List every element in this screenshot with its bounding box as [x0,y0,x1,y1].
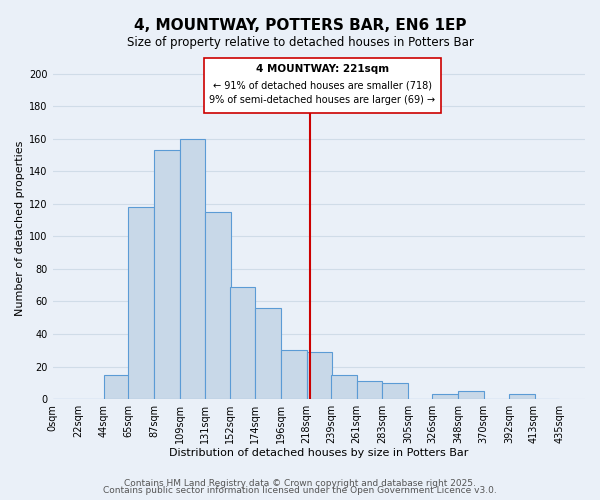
Bar [331,374,356,399]
Text: Size of property relative to detached houses in Potters Bar: Size of property relative to detached ho… [127,36,473,49]
Bar [179,139,205,399]
Bar [433,394,458,399]
Bar [307,352,332,399]
Bar [154,150,179,399]
FancyBboxPatch shape [204,58,440,113]
Text: 4, MOUNTWAY, POTTERS BAR, EN6 1EP: 4, MOUNTWAY, POTTERS BAR, EN6 1EP [134,18,466,32]
X-axis label: Distribution of detached houses by size in Potters Bar: Distribution of detached houses by size … [169,448,469,458]
Bar [458,391,484,399]
Bar [382,383,408,399]
Bar [255,308,281,399]
Bar [205,212,231,399]
Bar [128,207,154,399]
Bar [230,287,255,399]
Y-axis label: Number of detached properties: Number of detached properties [15,140,25,316]
Text: Contains HM Land Registry data © Crown copyright and database right 2025.: Contains HM Land Registry data © Crown c… [124,478,476,488]
Bar [356,381,382,399]
Text: Contains public sector information licensed under the Open Government Licence v3: Contains public sector information licen… [103,486,497,495]
Bar [104,374,130,399]
Bar [509,394,535,399]
Text: 9% of semi-detached houses are larger (69) →: 9% of semi-detached houses are larger (6… [209,95,436,105]
Text: ← 91% of detached houses are smaller (718): ← 91% of detached houses are smaller (71… [213,80,432,90]
Text: 4 MOUNTWAY: 221sqm: 4 MOUNTWAY: 221sqm [256,64,389,74]
Bar [281,350,307,399]
